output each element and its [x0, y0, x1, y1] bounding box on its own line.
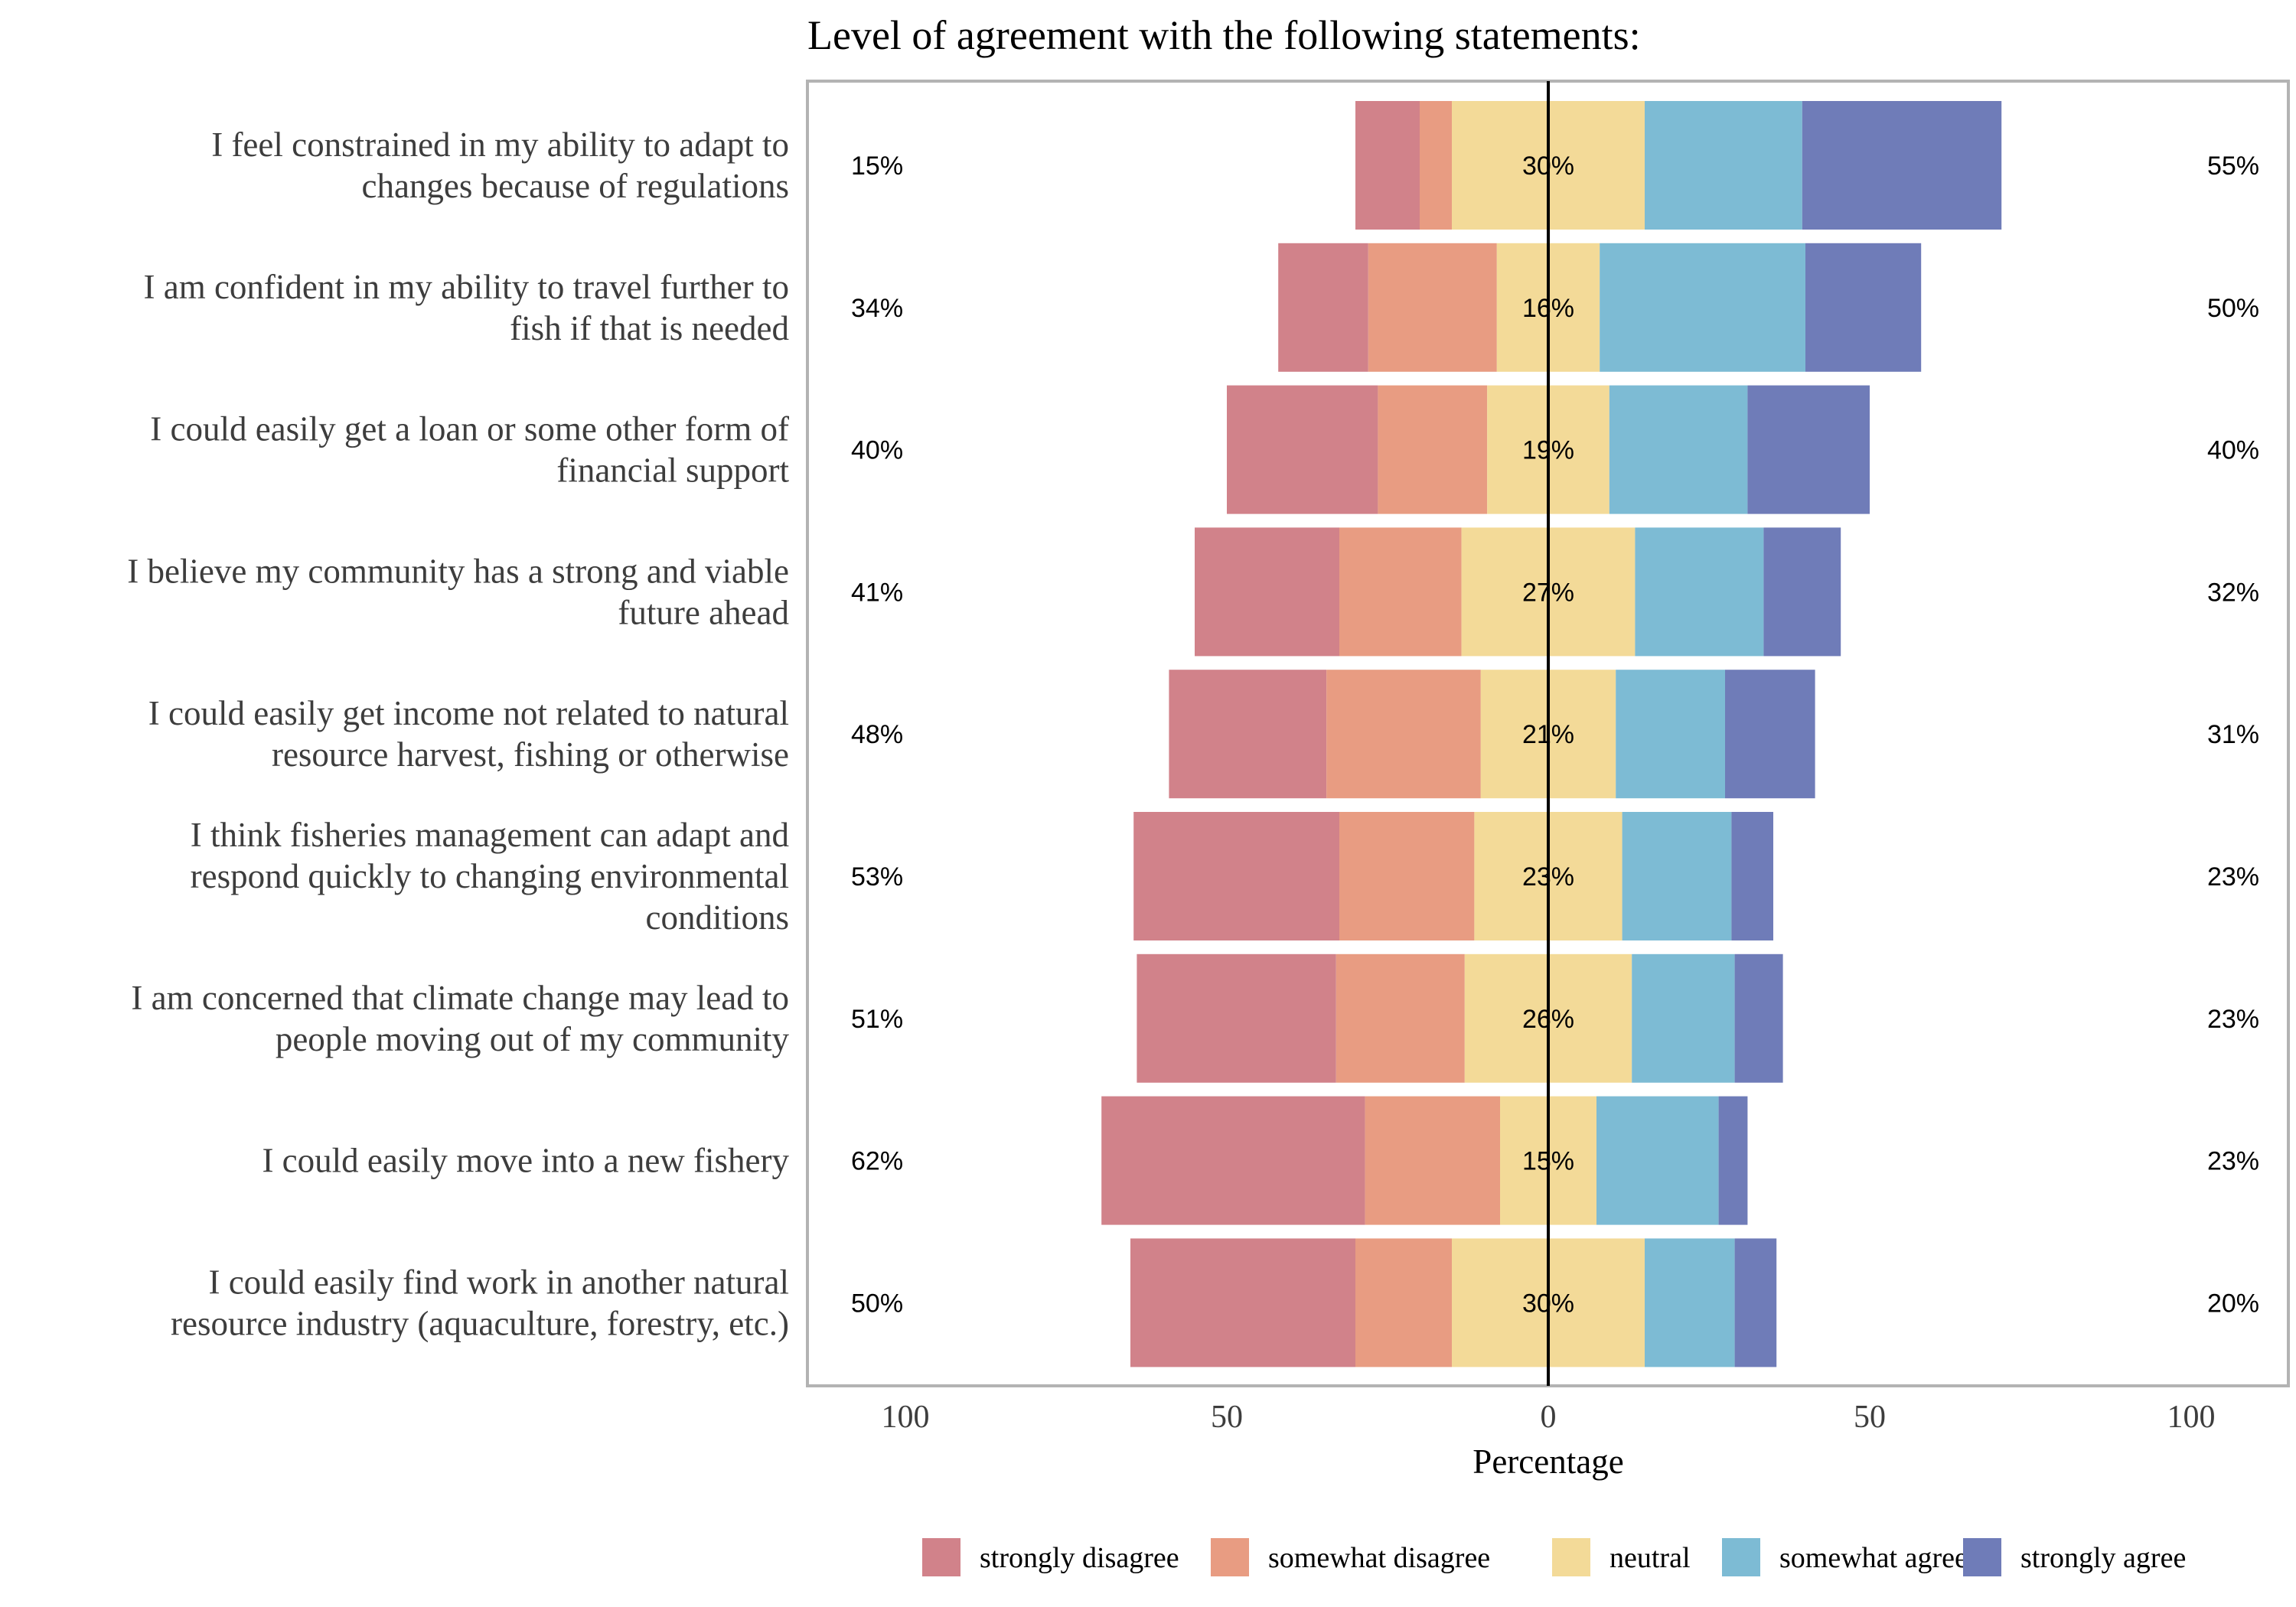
category-label: I could easily move into a new fishery — [262, 1142, 789, 1180]
category-label-layer: I feel constrained in my ability to adap… — [127, 125, 789, 1342]
x-tick-label: 100 — [882, 1400, 930, 1435]
percent-label-agree: 20% — [2207, 1289, 2259, 1318]
category-label: I could easily get a loan or some other … — [150, 410, 789, 490]
bar-segment-somewhat-agree — [1635, 527, 1764, 657]
legend-label: somewhat disagree — [1268, 1542, 1490, 1574]
legend-swatch — [1211, 1538, 1249, 1576]
percent-label-disagree: 50% — [851, 1289, 903, 1318]
percent-label-neutral: 15% — [1522, 1147, 1574, 1176]
bar-segment-strongly-agree — [1731, 812, 1773, 940]
bar-segment-strongly-disagree — [1195, 527, 1339, 657]
percent-label-neutral: 23% — [1522, 862, 1574, 892]
category-label: I am concerned that climate change may l… — [131, 979, 789, 1058]
percent-label-neutral: 30% — [1522, 152, 1574, 181]
bar-segment-strongly-agree — [1725, 670, 1815, 799]
bar-segment-somewhat-agree — [1616, 670, 1725, 799]
category-label: I could easily find work in another natu… — [171, 1263, 789, 1342]
bar-segment-strongly-agree — [1718, 1096, 1748, 1225]
x-tick-label: 0 — [1541, 1400, 1557, 1435]
percent-label-neutral: 27% — [1522, 578, 1574, 607]
x-axis: 100 50 0 50 100 — [882, 1400, 2216, 1435]
bar-segment-strongly-agree — [1747, 385, 1870, 514]
bar-segment-somewhat-agree — [1596, 1096, 1719, 1225]
percent-label-disagree: 34% — [851, 294, 903, 323]
legend-label: neutral — [1609, 1542, 1691, 1574]
percent-label-agree: 23% — [2207, 1147, 2259, 1176]
legend: strongly disagree somewhat disagree neutra… — [922, 1538, 2186, 1576]
bar-segment-somewhat-disagree — [1336, 953, 1465, 1083]
bar-segment-strongly-agree — [1802, 101, 2002, 230]
legend-swatch — [922, 1538, 960, 1576]
bar-segment-strongly-disagree — [1169, 670, 1327, 799]
percent-label-neutral: 16% — [1522, 294, 1574, 323]
bar-segment-strongly-disagree — [1278, 243, 1368, 372]
bar-segment-somewhat-disagree — [1339, 812, 1475, 940]
percent-label-disagree: 15% — [851, 152, 903, 181]
percent-label-disagree: 41% — [851, 578, 903, 607]
legend-swatch — [1722, 1538, 1760, 1576]
bar-segment-somewhat-agree — [1645, 1238, 1735, 1367]
percent-label-agree: 31% — [2207, 720, 2259, 749]
percent-label-disagree: 53% — [851, 862, 903, 892]
percent-label-agree: 50% — [2207, 294, 2259, 323]
percent-label-agree: 32% — [2207, 578, 2259, 607]
percent-label-agree: 40% — [2207, 436, 2259, 465]
bar-segment-somewhat-agree — [1645, 101, 1802, 230]
percent-label-disagree: 48% — [851, 720, 903, 749]
bar-segment-strongly-disagree — [1133, 812, 1339, 940]
legend-label: strongly agree — [2020, 1542, 2186, 1574]
bar-segment-strongly-disagree — [1227, 385, 1378, 514]
category-label: I think fisheries management can adapt a… — [191, 816, 789, 937]
x-tick-label: 50 — [1854, 1400, 1886, 1435]
percent-label-agree: 23% — [2207, 862, 2259, 892]
bar-segment-strongly-disagree — [1355, 101, 1420, 230]
bar-segment-strongly-agree — [1734, 953, 1783, 1083]
percent-label-neutral: 30% — [1522, 1289, 1574, 1318]
legend-label: strongly disagree — [980, 1542, 1179, 1574]
category-label: I believe my community has a strong and … — [127, 552, 789, 631]
percent-label-neutral: 21% — [1522, 720, 1574, 749]
bar-segment-somewhat-disagree — [1420, 101, 1452, 230]
bar-segment-somewhat-disagree — [1326, 670, 1481, 799]
bar-segment-strongly-agree — [1763, 527, 1841, 657]
percent-label-disagree: 51% — [851, 1005, 903, 1034]
bar-segment-somewhat-agree — [1609, 385, 1748, 514]
percent-label-neutral: 19% — [1522, 436, 1574, 465]
legend-swatch — [1963, 1538, 2001, 1576]
bar-segment-somewhat-agree — [1632, 953, 1735, 1083]
chart-title: Level of agreement with the following st… — [807, 12, 1641, 58]
x-tick-label: 100 — [2167, 1400, 2216, 1435]
bar-segment-strongly-disagree — [1130, 1238, 1355, 1367]
percent-label-disagree: 62% — [851, 1147, 903, 1176]
bar-segment-somewhat-disagree — [1355, 1238, 1452, 1367]
bar-segment-strongly-agree — [1734, 1238, 1777, 1367]
percent-label-agree: 55% — [2207, 152, 2259, 181]
bar-segment-strongly-agree — [1805, 243, 1922, 372]
percent-label-layer: 15% 30% 55% 34% 16% 50% 40% 19% 40% 41% 27% 32% 48% 2… — [851, 152, 2259, 1318]
category-label: I could easily get income not related to… — [148, 694, 789, 774]
bar-segment-somewhat-disagree — [1365, 1096, 1500, 1225]
percent-label-agree: 23% — [2207, 1005, 2259, 1034]
percent-label-disagree: 40% — [851, 436, 903, 465]
percent-label-neutral: 26% — [1522, 1005, 1574, 1034]
category-label: I feel constrained in my ability to adap… — [211, 125, 789, 205]
bar-segment-strongly-disagree — [1101, 1096, 1365, 1225]
bar-segment-strongly-disagree — [1137, 953, 1336, 1083]
bar-segment-somewhat-disagree — [1378, 385, 1488, 514]
x-axis-title: Percentage — [1473, 1442, 1623, 1481]
x-tick-label: 50 — [1211, 1400, 1243, 1435]
bar-segment-somewhat-agree — [1600, 243, 1805, 372]
legend-swatch — [1552, 1538, 1590, 1576]
legend-label: somewhat agree — [1779, 1542, 1968, 1574]
bar-segment-somewhat-disagree — [1339, 527, 1462, 657]
bar-segment-somewhat-agree — [1622, 812, 1732, 940]
bar-segment-somewhat-disagree — [1368, 243, 1497, 372]
category-label: I am confident in my ability to travel f… — [143, 268, 789, 347]
